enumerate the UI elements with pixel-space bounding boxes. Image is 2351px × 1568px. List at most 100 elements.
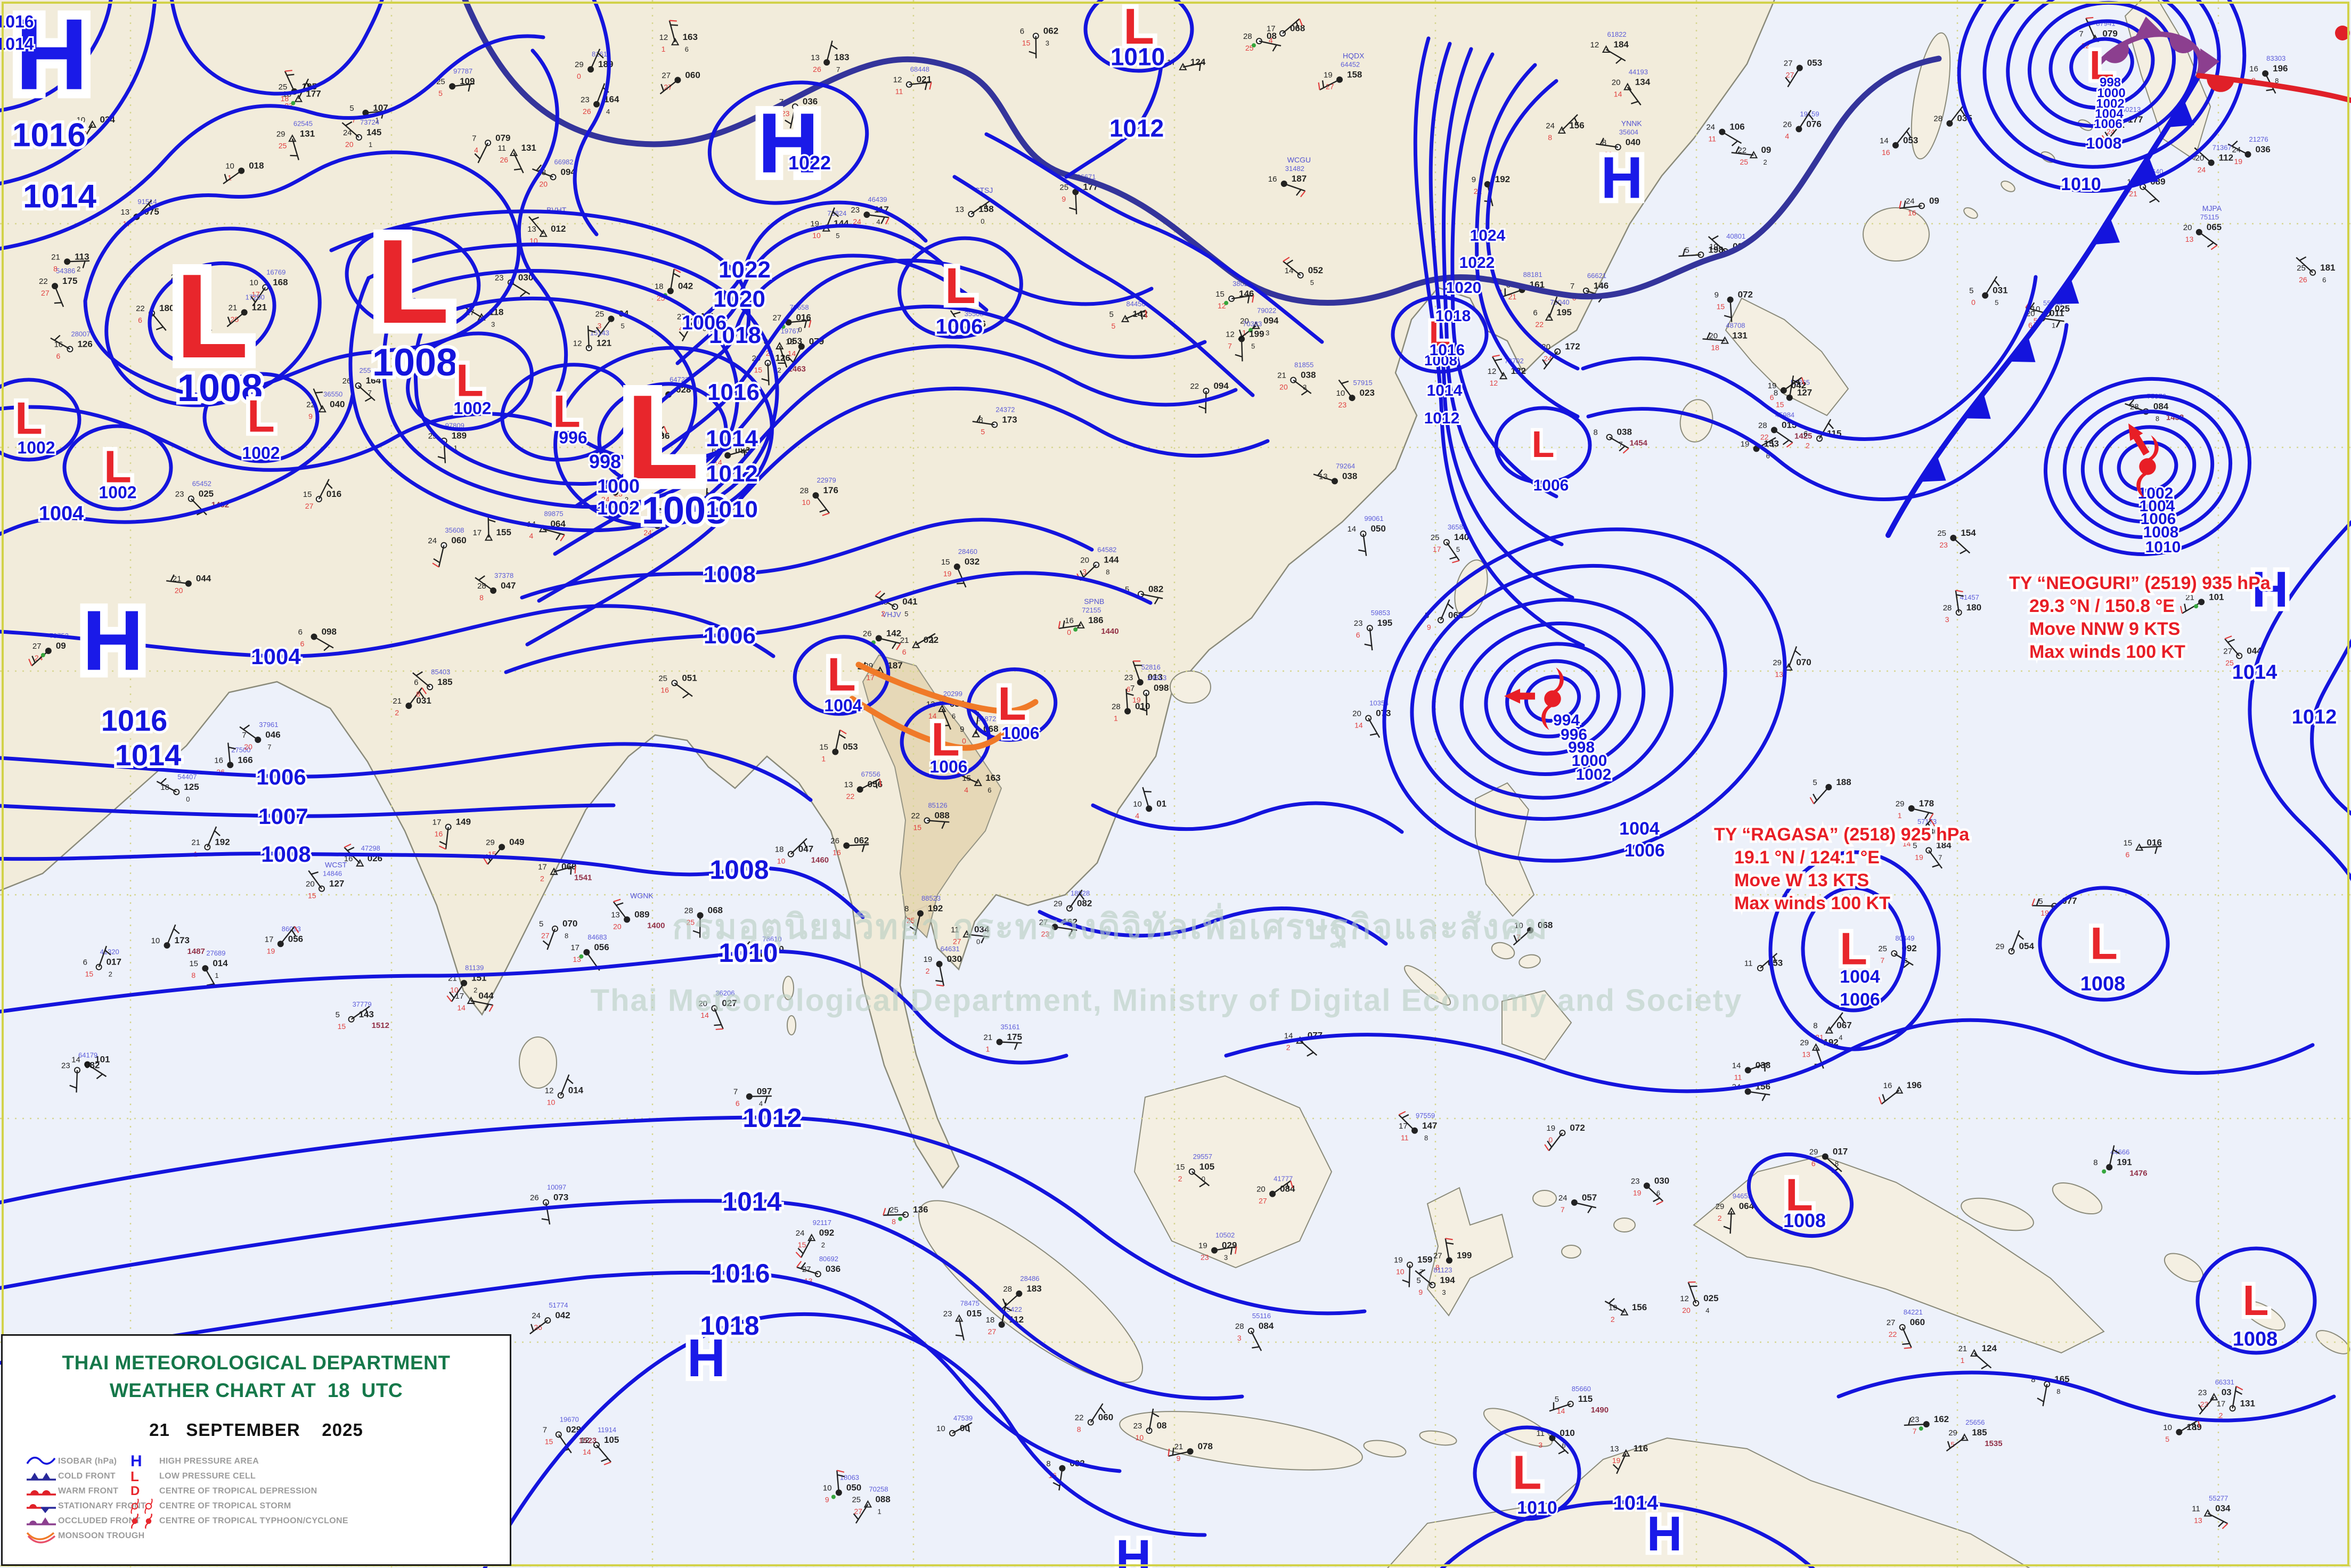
legend-row-stationary-front: STATIONARY FRONT bbox=[25, 1499, 146, 1514]
svg-text:14: 14 bbox=[1732, 1061, 1741, 1070]
svg-text:013: 013 bbox=[1148, 672, 1163, 682]
svg-text:24: 24 bbox=[853, 217, 861, 226]
svg-text:23: 23 bbox=[1124, 673, 1133, 682]
svg-text:17: 17 bbox=[1267, 24, 1276, 34]
chart-title: THAI METEOROLOGICAL DEPARTMENT bbox=[62, 1352, 451, 1374]
svg-text:27: 27 bbox=[1887, 1318, 1896, 1327]
svg-text:28: 28 bbox=[800, 486, 809, 495]
svg-text:156: 156 bbox=[1632, 1302, 1647, 1312]
low-pressure-letter: L bbox=[247, 391, 275, 442]
svg-text:173: 173 bbox=[1002, 414, 1017, 424]
svg-text:19: 19 bbox=[267, 946, 275, 955]
legend-row-low: L LOW PRESSURE CELL bbox=[126, 1469, 256, 1484]
svg-text:180: 180 bbox=[1966, 602, 1981, 612]
svg-text:35604: 35604 bbox=[1619, 128, 1638, 136]
svg-text:36550: 36550 bbox=[323, 390, 342, 398]
station-plot: 16769 10 168 17 bbox=[249, 268, 288, 306]
svg-text:2: 2 bbox=[1178, 1174, 1182, 1183]
svg-text:184: 184 bbox=[1936, 840, 1952, 851]
svg-text:29: 29 bbox=[1896, 799, 1905, 808]
low-pressure-letter: L bbox=[15, 394, 43, 444]
svg-text:4: 4 bbox=[1135, 811, 1139, 820]
high-letter-icon: H bbox=[130, 1452, 142, 1470]
svg-text:8: 8 bbox=[1602, 138, 1606, 147]
isobar-value-label: 1020 bbox=[1446, 279, 1482, 297]
svg-text:85660: 85660 bbox=[1572, 1385, 1591, 1393]
svg-text:16769: 16769 bbox=[266, 268, 285, 276]
svg-text:088: 088 bbox=[934, 810, 949, 820]
svg-text:19: 19 bbox=[1132, 696, 1141, 704]
svg-text:20: 20 bbox=[1080, 556, 1089, 565]
svg-text:20: 20 bbox=[1352, 709, 1361, 718]
station-plot: 21 113 8 2 bbox=[51, 251, 90, 273]
station-plot: 24 156 8 bbox=[1546, 114, 1585, 142]
svg-text:10: 10 bbox=[1133, 799, 1142, 808]
svg-text:044: 044 bbox=[196, 574, 211, 584]
station-plot: 31482 16 187 WCGU bbox=[1268, 156, 1311, 198]
svg-text:6: 6 bbox=[1562, 1441, 1565, 1449]
svg-text:168: 168 bbox=[273, 277, 288, 288]
isobar-value-label: 1004 bbox=[39, 503, 84, 525]
station-plot: 14846 20 127 15 WCST bbox=[306, 861, 347, 900]
station-plot: 44193 20 134 14 bbox=[1612, 68, 1651, 105]
svg-text:068: 068 bbox=[1290, 23, 1305, 34]
svg-text:WCGU: WCGU bbox=[1287, 156, 1311, 164]
station-plot: 21 031 2 bbox=[393, 687, 431, 717]
svg-text:20: 20 bbox=[1612, 78, 1621, 87]
svg-text:8: 8 bbox=[565, 932, 568, 940]
svg-text:17: 17 bbox=[251, 290, 260, 299]
svg-text:1: 1 bbox=[986, 1044, 990, 1053]
svg-text:84221: 84221 bbox=[1904, 1308, 1923, 1316]
svg-text:164: 164 bbox=[366, 375, 381, 386]
isobar-value-label: 1016 bbox=[711, 1259, 770, 1288]
svg-text:105: 105 bbox=[1199, 1162, 1214, 1172]
svg-text:64452: 64452 bbox=[1341, 60, 1360, 68]
svg-text:26: 26 bbox=[530, 1194, 539, 1203]
svg-text:22: 22 bbox=[1604, 150, 1613, 158]
svg-text:1: 1 bbox=[375, 116, 379, 124]
svg-text:017: 017 bbox=[1833, 1147, 1848, 1157]
svg-text:18: 18 bbox=[281, 94, 289, 103]
station-plot: 78475 23 015 bbox=[943, 1300, 982, 1341]
svg-text:2: 2 bbox=[881, 609, 885, 618]
svg-text:70258: 70258 bbox=[869, 1485, 888, 1493]
station-plot: 23 162 7 bbox=[1904, 1414, 1949, 1435]
station-plot: 17 149 16 bbox=[432, 817, 471, 850]
isobar-value-label: 1012 bbox=[1424, 410, 1460, 427]
high-pressure-letter: H bbox=[1116, 1530, 1151, 1568]
low-pressure-letter: L bbox=[456, 356, 484, 406]
svg-text:23: 23 bbox=[2198, 1388, 2207, 1397]
station-plot: 23 08 10 bbox=[1133, 1408, 1167, 1442]
svg-text:71367: 71367 bbox=[2213, 143, 2232, 151]
svg-text:014: 014 bbox=[568, 1085, 584, 1096]
svg-text:8: 8 bbox=[53, 264, 58, 273]
svg-text:8: 8 bbox=[1424, 1134, 1428, 1142]
svg-text:1: 1 bbox=[2052, 322, 2055, 330]
svg-text:80692: 80692 bbox=[819, 1255, 838, 1263]
svg-text:8: 8 bbox=[416, 690, 420, 698]
station-plot: 18063 10 050 9 bbox=[823, 1469, 861, 1504]
svg-text:056: 056 bbox=[288, 934, 303, 944]
svg-text:183: 183 bbox=[834, 52, 849, 62]
svg-text:97559: 97559 bbox=[1416, 1112, 1435, 1120]
pressure-value-label: 1002 bbox=[99, 483, 136, 502]
svg-text:5: 5 bbox=[1555, 1395, 1559, 1404]
svg-text:57173: 57173 bbox=[1917, 818, 1937, 826]
svg-text:22: 22 bbox=[846, 792, 855, 801]
svg-text:8: 8 bbox=[2275, 77, 2279, 85]
station-plot: 12 163 1 6 bbox=[659, 20, 698, 53]
svg-text:185: 185 bbox=[1972, 1427, 1987, 1438]
svg-text:188: 188 bbox=[1836, 777, 1851, 787]
svg-text:6: 6 bbox=[1020, 27, 1024, 36]
station-plot: 86093 17 056 19 bbox=[265, 925, 303, 955]
svg-text:19: 19 bbox=[1768, 381, 1777, 390]
low-pressure-letter: L bbox=[175, 249, 248, 383]
svg-text:068: 068 bbox=[708, 905, 723, 916]
svg-text:3: 3 bbox=[1442, 1288, 1446, 1296]
svg-text:4: 4 bbox=[1839, 1034, 1842, 1042]
svg-text:017: 017 bbox=[107, 957, 121, 967]
svg-text:038: 038 bbox=[1617, 427, 1632, 437]
svg-text:22: 22 bbox=[1889, 1330, 1897, 1338]
